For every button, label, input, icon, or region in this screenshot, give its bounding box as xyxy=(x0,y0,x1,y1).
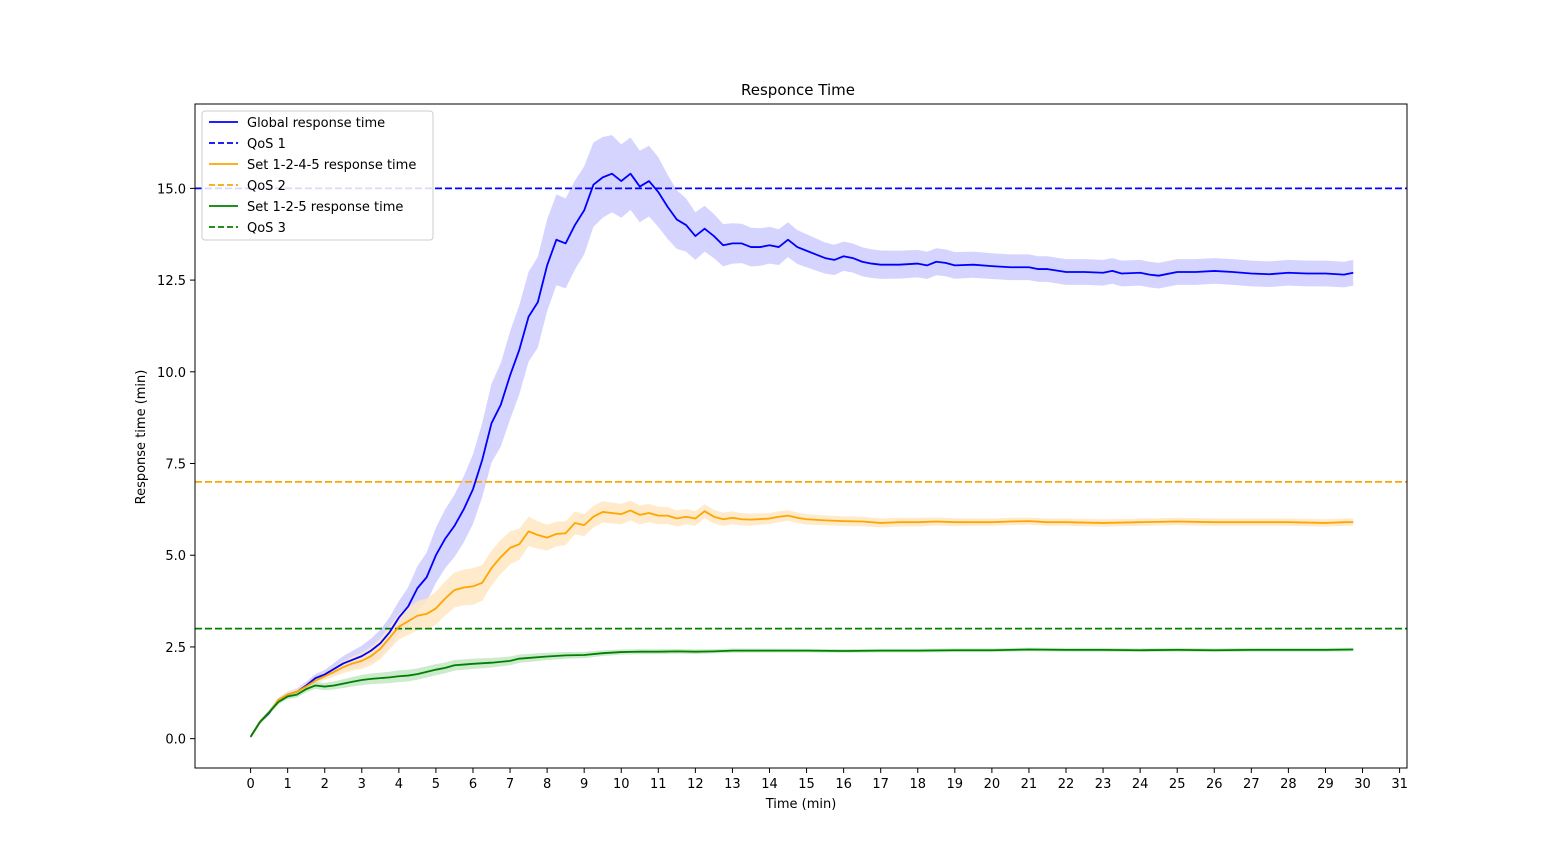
legend-box xyxy=(201,110,434,241)
x-axis-label: Time (min) xyxy=(765,797,837,812)
x-tick-label: 15 xyxy=(798,777,815,792)
y-axis-label: Response time (min) xyxy=(134,370,149,505)
x-tick-label: 18 xyxy=(909,777,926,792)
x-tick-label: 14 xyxy=(761,777,778,792)
x-tick-label: 25 xyxy=(1169,777,1186,792)
x-tick-label: 8 xyxy=(543,777,551,792)
plot-area xyxy=(195,135,1407,739)
confidence-band-1 xyxy=(250,135,1354,739)
x-tick-label: 30 xyxy=(1354,777,1371,792)
legend-label: Set 1-2-4-5 response time xyxy=(247,158,416,173)
x-tick-label: 17 xyxy=(872,777,889,792)
x-tick-label: 9 xyxy=(580,777,588,792)
x-tick-label: 11 xyxy=(650,777,667,792)
x-tick-label: 31 xyxy=(1391,777,1408,792)
y-tick-label: 0.0 xyxy=(165,733,186,748)
x-tick-label: 28 xyxy=(1280,777,1297,792)
axes-frame xyxy=(194,103,1408,769)
y-tick-label: 12.5 xyxy=(157,274,186,289)
legend: Global response time QoS 1 Set 1-2-4-5 res… xyxy=(201,110,434,241)
x-tick-label: 21 xyxy=(1021,777,1038,792)
x-tick-label: 24 xyxy=(1132,777,1149,792)
y-tick-label: 5.0 xyxy=(165,549,186,564)
x-tick-label: 16 xyxy=(835,777,852,792)
y-tick-label: 15.0 xyxy=(157,182,186,197)
x-tick-label: 0 xyxy=(246,777,254,792)
legend-label: Set 1-2-5 response time xyxy=(247,200,403,215)
x-tick-label: 22 xyxy=(1058,777,1075,792)
confidence-band-2 xyxy=(250,500,1354,739)
x-tick-label: 10 xyxy=(613,777,630,792)
legend-label: QoS 3 xyxy=(247,221,286,236)
x-tick-label: 3 xyxy=(358,777,366,792)
x-tick-label: 20 xyxy=(984,777,1001,792)
x-tick-label: 19 xyxy=(947,777,964,792)
legend-label: Global response time xyxy=(247,116,385,131)
y-tick-label: 7.5 xyxy=(165,458,186,473)
x-tick-label: 1 xyxy=(284,777,292,792)
x-tick-label: 5 xyxy=(432,777,440,792)
x-tick-label: 23 xyxy=(1095,777,1112,792)
x-tick-label: 26 xyxy=(1206,777,1223,792)
x-tick-label: 13 xyxy=(724,777,741,792)
x-tick-label: 7 xyxy=(506,777,514,792)
y-tick-label: 2.5 xyxy=(165,641,186,656)
legend-label: QoS 1 xyxy=(247,137,286,152)
chart-title: Responce Time xyxy=(741,81,855,99)
x-tick-label: 4 xyxy=(395,777,403,792)
series-line-1 xyxy=(249,172,1354,738)
x-tick-label: 29 xyxy=(1317,777,1334,792)
plot-content xyxy=(195,135,1407,739)
confidence-band-3 xyxy=(250,647,1354,739)
axes: 0 1 2 3 4 5 6 7 8 9 10 11 12 13 14 15 16 17 18 19 20 21 22 23 24… xyxy=(157,103,1408,792)
series-line-2 xyxy=(249,509,1354,738)
y-tick-label: 10.0 xyxy=(157,366,186,381)
x-tick-label: 12 xyxy=(687,777,704,792)
x-tick-label: 6 xyxy=(469,777,477,792)
x-tick-label: 27 xyxy=(1243,777,1260,792)
x-tick-label: 2 xyxy=(321,777,329,792)
series-line-3 xyxy=(249,648,1354,738)
legend-label: QoS 2 xyxy=(247,179,286,194)
